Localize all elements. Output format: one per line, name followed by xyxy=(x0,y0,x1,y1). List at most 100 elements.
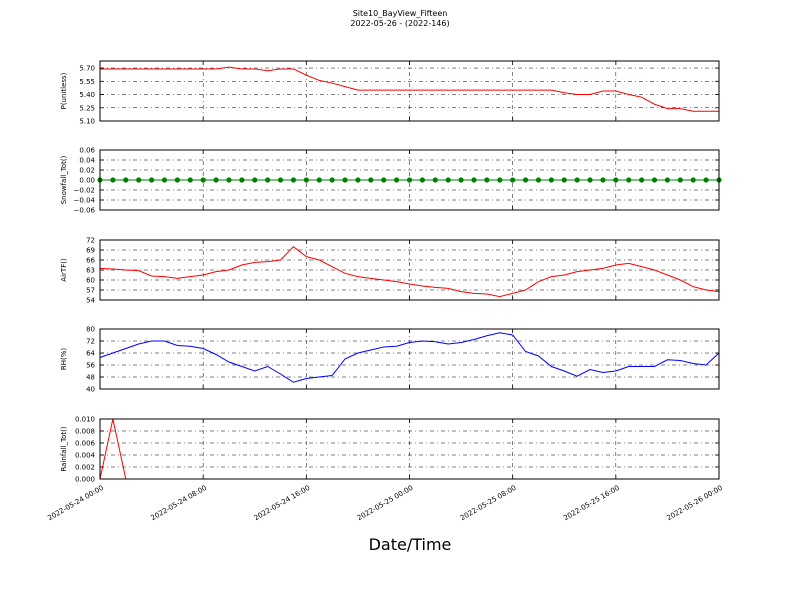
data-point xyxy=(419,177,425,183)
y-tick-label: 57 xyxy=(86,287,95,295)
y-tick-label: 5.70 xyxy=(79,65,95,73)
data-point xyxy=(252,177,258,183)
y-axis-label: RH(%) xyxy=(60,348,68,371)
plot-frame xyxy=(99,149,720,211)
data-point xyxy=(213,177,219,183)
data-point xyxy=(303,177,309,183)
data-point xyxy=(664,177,671,183)
plot-frame xyxy=(99,328,720,390)
x-tick-label: 2022-05-25 16:00 xyxy=(562,484,621,522)
y-tick-label: 0.008 xyxy=(75,428,95,436)
y-tick-label: 40 xyxy=(86,386,95,394)
data-point xyxy=(587,177,593,183)
data-point xyxy=(432,177,438,183)
y-tick-label: 0.000 xyxy=(75,476,95,484)
data-point xyxy=(394,177,400,183)
data-point xyxy=(381,177,387,183)
x-tick-label: 2022-05-25 00:00 xyxy=(356,484,415,522)
data-point xyxy=(277,177,284,183)
y-tick-label: 63 xyxy=(86,267,95,275)
data-point xyxy=(626,177,632,183)
y-tick-label: 0.004 xyxy=(75,452,96,460)
data-point xyxy=(651,177,658,183)
chart-subtitle: 2022-05-26 - (2022-146) xyxy=(350,19,449,28)
chart-title: Site10_BayView_Fifteen xyxy=(353,9,448,18)
data-line xyxy=(99,246,720,298)
plot-frame xyxy=(99,418,720,480)
x-tick-label: 2022-05-26 00:00 xyxy=(665,484,724,522)
data-point xyxy=(677,177,683,183)
x-tick-label: 2022-05-24 16:00 xyxy=(253,484,312,522)
data-point xyxy=(703,177,709,183)
data-point xyxy=(239,177,245,183)
y-tick-label: −0.06 xyxy=(74,207,96,215)
y-tick-label: −0.02 xyxy=(74,187,95,195)
data-line xyxy=(99,332,720,383)
data-point xyxy=(200,177,206,183)
data-point xyxy=(510,177,516,183)
y-tick-label: 0.006 xyxy=(75,440,96,448)
y-tick-label: 72 xyxy=(86,338,95,346)
y-axis-label: Rainfall_Tot() xyxy=(60,426,68,471)
y-tick-label: 48 xyxy=(86,374,95,382)
y-tick-label: 0.02 xyxy=(79,167,95,175)
data-point xyxy=(290,177,297,183)
y-tick-label: 64 xyxy=(86,350,95,358)
x-tick-label: 2022-05-25 08:00 xyxy=(459,484,518,522)
y-tick-label: 5.55 xyxy=(79,78,95,86)
y-tick-label: 0.06 xyxy=(79,147,95,155)
data-point xyxy=(561,177,567,183)
data-point xyxy=(406,177,413,183)
y-axis-label: Snowfall_Tot() xyxy=(60,155,68,204)
y-tick-label: 0.04 xyxy=(79,157,95,165)
plot-frame xyxy=(99,239,720,301)
data-point xyxy=(445,177,451,183)
data-point xyxy=(148,177,155,183)
data-point xyxy=(639,177,645,183)
y-tick-label: 0.00 xyxy=(79,177,95,185)
data-point xyxy=(458,177,464,183)
y-axis-label: P(unitless) xyxy=(60,72,68,109)
data-point xyxy=(613,177,619,183)
y-axis-label: AirTF() xyxy=(60,258,68,282)
y-tick-label: 56 xyxy=(86,362,95,370)
data-point xyxy=(497,177,503,183)
data-point xyxy=(368,177,374,183)
data-point xyxy=(161,177,168,183)
y-tick-label: −0.04 xyxy=(74,197,96,205)
data-point xyxy=(226,177,232,183)
data-point xyxy=(174,177,180,183)
y-tick-label: 0.002 xyxy=(75,464,95,472)
data-point xyxy=(600,177,606,183)
y-tick-label: 5.10 xyxy=(79,118,95,126)
y-tick-label: 66 xyxy=(86,257,95,265)
y-tick-label: 5.25 xyxy=(79,104,95,112)
y-tick-label: 60 xyxy=(86,277,95,285)
y-tick-label: 0.010 xyxy=(75,416,95,424)
data-point xyxy=(484,177,490,183)
data-point xyxy=(187,177,193,183)
data-point xyxy=(265,177,271,183)
y-tick-label: 54 xyxy=(86,297,95,305)
data-point xyxy=(548,177,554,183)
y-tick-label: 69 xyxy=(86,247,95,255)
data-point xyxy=(136,177,142,183)
data-line xyxy=(100,66,719,112)
data-point xyxy=(342,177,348,183)
y-tick-label: 80 xyxy=(86,326,95,334)
data-point xyxy=(574,177,580,183)
data-point xyxy=(471,177,477,183)
data-point xyxy=(522,177,529,183)
x-tick-label: 2022-05-24 08:00 xyxy=(150,484,209,522)
y-tick-label: 5.40 xyxy=(79,91,95,99)
y-tick-label: 72 xyxy=(86,237,95,245)
x-tick-label: 2022-05-24 00:00 xyxy=(46,484,105,522)
data-point xyxy=(535,177,542,183)
plot-frame xyxy=(99,60,720,122)
data-point xyxy=(355,177,361,183)
data-point xyxy=(110,177,116,183)
data-point xyxy=(316,177,322,183)
data-point xyxy=(123,177,129,183)
x-axis-label: Date/Time xyxy=(369,535,452,554)
